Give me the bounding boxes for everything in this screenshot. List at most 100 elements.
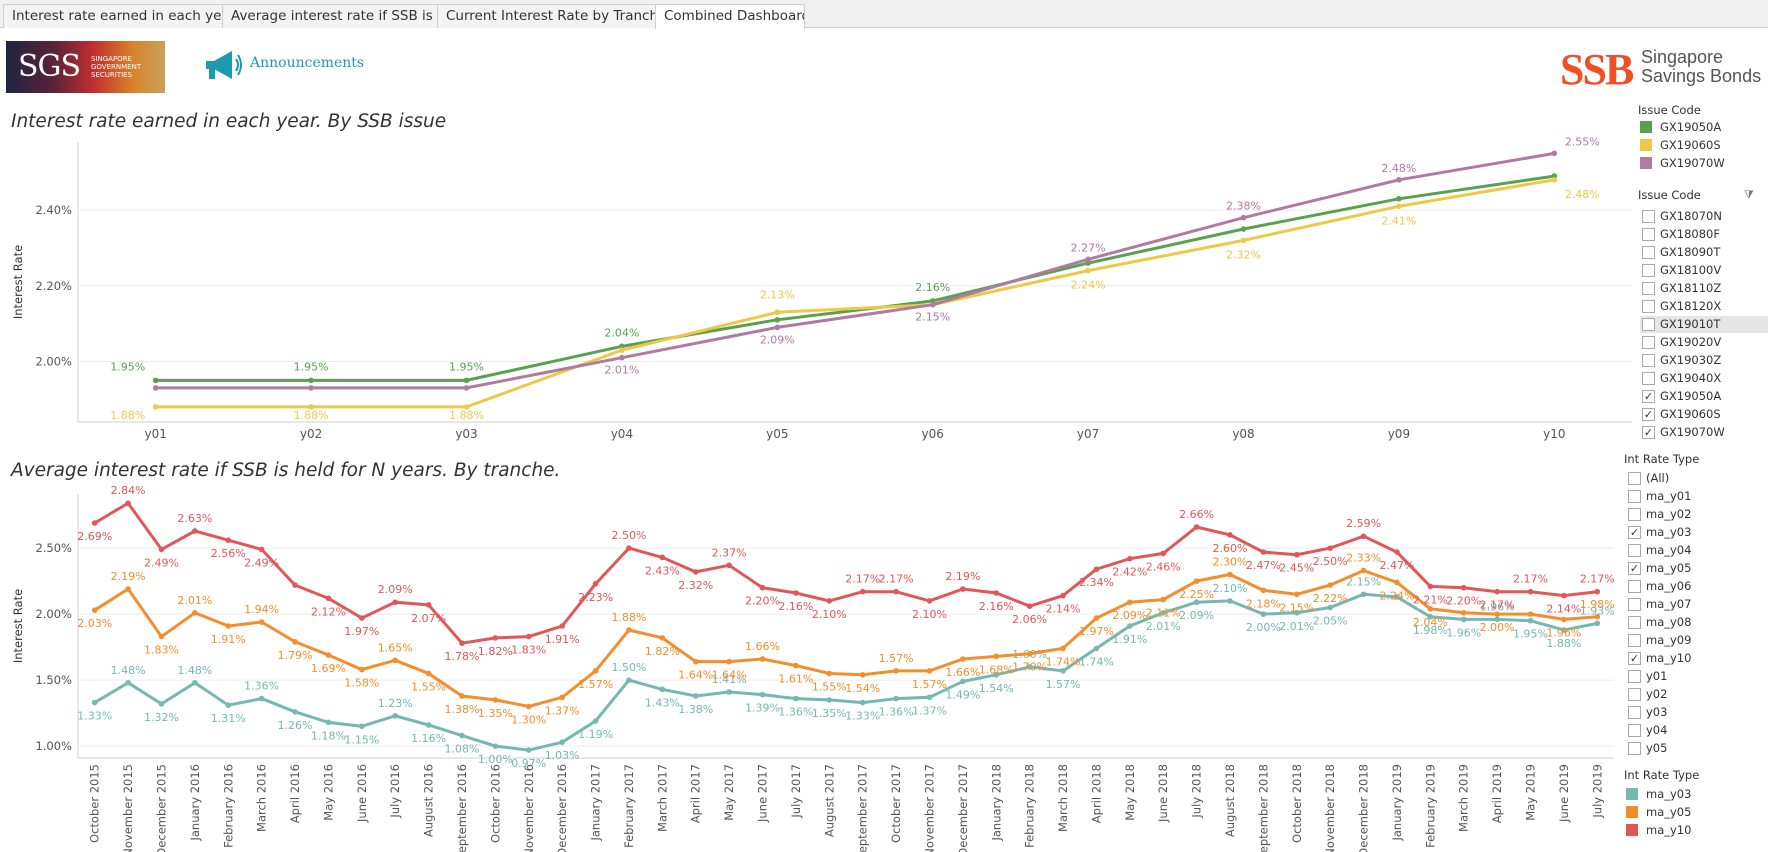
checkbox-checked-icon[interactable]: ✓ bbox=[1642, 390, 1655, 403]
filter-item-y04[interactable]: y04 bbox=[1626, 722, 1768, 739]
legend-item-gx19070w[interactable]: GX19070W bbox=[1640, 155, 1768, 172]
tab-current-interest-rate[interactable]: Current Interest Rate by Tranche bbox=[437, 4, 656, 28]
data-point bbox=[1460, 610, 1467, 616]
chart-average-interest-rate-by-tranche[interactable]: 1.00% 1.50% 2.00% 2.50% Interest Rate October… bbox=[0, 472, 1620, 852]
filter-item-ma-y10[interactable]: ✓ ma_y10 bbox=[1626, 650, 1768, 667]
checkbox-unchecked-icon[interactable] bbox=[1642, 264, 1655, 277]
checkbox-unchecked-icon[interactable] bbox=[1642, 318, 1655, 331]
legend-item-ma-y05[interactable]: ma_y05 bbox=[1626, 804, 1768, 821]
filter-item-y01[interactable]: y01 bbox=[1626, 668, 1768, 685]
filter-item-y02[interactable]: y02 bbox=[1626, 686, 1768, 703]
filter-item-ma-y07[interactable]: ma_y07 bbox=[1626, 596, 1768, 613]
filter-item-ma-y01[interactable]: ma_y01 bbox=[1626, 488, 1768, 505]
filter-item-ma-y09[interactable]: ma_y09 bbox=[1626, 632, 1768, 649]
item-label: ma_y10 bbox=[1646, 651, 1692, 665]
tab-combined-dashboard[interactable]: Combined Dashboard bbox=[655, 4, 805, 29]
checkbox-checked-icon[interactable]: ✓ bbox=[1642, 408, 1655, 421]
checkbox-unchecked-icon[interactable] bbox=[1628, 490, 1641, 503]
filter-item-y05[interactable]: y05 bbox=[1626, 740, 1768, 757]
data-label: 1.96% bbox=[1546, 626, 1581, 639]
filter-item-ma-y05[interactable]: ✓ ma_y05 bbox=[1626, 560, 1768, 577]
filter-item--all[interactable]: (All) bbox=[1626, 470, 1768, 487]
filter-item-gx18070n[interactable]: GX18070N bbox=[1640, 208, 1768, 225]
filter-item-gx19070w[interactable]: ✓ GX19070W bbox=[1640, 424, 1768, 441]
checkbox-unchecked-icon[interactable] bbox=[1642, 210, 1655, 223]
x-tick-label: June 2018 bbox=[1156, 764, 1170, 823]
checkbox-checked-icon[interactable]: ✓ bbox=[1628, 652, 1641, 665]
checkbox-unchecked-icon[interactable] bbox=[1642, 354, 1655, 367]
checkbox-unchecked-icon[interactable] bbox=[1642, 336, 1655, 349]
data-point bbox=[308, 385, 314, 391]
checkbox-unchecked-icon[interactable] bbox=[1628, 634, 1641, 647]
checkbox-unchecked-icon[interactable] bbox=[1642, 372, 1655, 385]
filter-clear-icon[interactable]: ⧩ bbox=[1744, 188, 1754, 201]
filter-item-ma-y08[interactable]: ma_y08 bbox=[1626, 614, 1768, 631]
checkbox-unchecked-icon[interactable] bbox=[1642, 300, 1655, 313]
checkbox-unchecked-icon[interactable] bbox=[1628, 544, 1641, 557]
checkbox-unchecked-icon[interactable] bbox=[1628, 670, 1641, 683]
checkbox-unchecked-icon[interactable] bbox=[1628, 580, 1641, 593]
filter-item-ma-y04[interactable]: ma_y04 bbox=[1626, 542, 1768, 559]
data-label: 1.64% bbox=[678, 669, 713, 682]
filter1-title: Issue Code bbox=[1638, 188, 1701, 202]
item-label: GX18120X bbox=[1660, 299, 1722, 313]
filter-item-ma-y06[interactable]: ma_y06 bbox=[1626, 578, 1768, 595]
filter-item-gx19030z[interactable]: GX19030Z bbox=[1640, 352, 1768, 369]
filter-item-gx18090t[interactable]: GX18090T bbox=[1640, 244, 1768, 261]
checkbox-unchecked-icon[interactable] bbox=[1628, 616, 1641, 629]
checkbox-checked-icon[interactable]: ✓ bbox=[1628, 562, 1641, 575]
sgs-banner-logo[interactable]: SGS SINGAPORE GOVERNMENT SECURITIES bbox=[6, 41, 165, 93]
checkbox-unchecked-icon[interactable] bbox=[1628, 472, 1641, 485]
ssb-logo-subtext: Singapore Savings Bonds bbox=[1641, 48, 1761, 86]
filter-item-gx18110z[interactable]: GX18110Z bbox=[1640, 280, 1768, 297]
checkbox-unchecked-icon[interactable] bbox=[1628, 706, 1641, 719]
tab-average-interest-rate[interactable]: Average interest rate if SSB is ... bbox=[222, 4, 438, 28]
checkbox-unchecked-icon[interactable] bbox=[1642, 228, 1655, 241]
checkbox-unchecked-icon[interactable] bbox=[1628, 742, 1641, 755]
checkbox-unchecked-icon[interactable] bbox=[1628, 688, 1641, 701]
tab-interest-rate-each-year[interactable]: Interest rate earned in each ye... bbox=[3, 4, 223, 28]
data-point bbox=[91, 607, 98, 613]
filter-item-gx18080f[interactable]: GX18080F bbox=[1640, 226, 1768, 243]
filter-item-gx18100v[interactable]: GX18100V bbox=[1640, 262, 1768, 279]
filter-item-y03[interactable]: y03 bbox=[1626, 704, 1768, 721]
data-label: 2.11% bbox=[1146, 607, 1181, 620]
data-label: 1.48% bbox=[177, 664, 212, 677]
data-point bbox=[960, 678, 966, 685]
checkbox-unchecked-icon[interactable] bbox=[1642, 282, 1655, 295]
data-label: 2.10% bbox=[1213, 582, 1248, 595]
data-label: 1.43% bbox=[645, 696, 680, 709]
checkbox-unchecked-icon[interactable] bbox=[1628, 724, 1641, 737]
data-label: 1.91% bbox=[1112, 633, 1147, 646]
data-point bbox=[826, 697, 833, 703]
data-label: 2.23% bbox=[578, 591, 613, 604]
legend-item-gx19050a[interactable]: GX19050A bbox=[1640, 119, 1768, 136]
data-point bbox=[1327, 545, 1333, 551]
y-tick-label: 1.50% bbox=[35, 673, 72, 687]
filter-item-ma-y03[interactable]: ✓ ma_y03 bbox=[1626, 524, 1768, 541]
data-label: 1.57% bbox=[879, 652, 914, 665]
checkbox-unchecked-icon[interactable] bbox=[1628, 508, 1641, 521]
checkbox-unchecked-icon[interactable] bbox=[1642, 246, 1655, 259]
checkbox-checked-icon[interactable]: ✓ bbox=[1642, 426, 1655, 439]
filter-item-gx19040x[interactable]: GX19040X bbox=[1640, 370, 1768, 387]
data-point bbox=[359, 666, 365, 673]
filter-item-gx19060s[interactable]: ✓ GX19060S bbox=[1640, 406, 1768, 423]
filter-item-gx19010t[interactable]: GX19010T bbox=[1640, 316, 1768, 333]
checkbox-checked-icon[interactable]: ✓ bbox=[1628, 526, 1641, 539]
data-label: 2.22% bbox=[1313, 592, 1348, 605]
y-axis-title: Interest Rate bbox=[11, 589, 25, 663]
checkbox-unchecked-icon[interactable] bbox=[1628, 598, 1641, 611]
filter-item-gx19050a[interactable]: ✓ GX19050A bbox=[1640, 388, 1768, 405]
legend-item-gx19060s[interactable]: GX19060S bbox=[1640, 137, 1768, 154]
data-point bbox=[926, 668, 933, 674]
legend-item-ma-y03[interactable]: ma_y03 bbox=[1626, 786, 1768, 803]
data-label: 1.91% bbox=[545, 633, 580, 646]
filter-item-ma-y02[interactable]: ma_y02 bbox=[1626, 506, 1768, 523]
filter-item-gx18120x[interactable]: GX18120X bbox=[1640, 298, 1768, 315]
data-label: 1.55% bbox=[411, 681, 446, 694]
filter-item-gx19020v[interactable]: GX19020V bbox=[1640, 334, 1768, 351]
data-point bbox=[225, 537, 232, 543]
chart-interest-rate-by-issue[interactable]: 2.00% 2.20% 2.40% Interest Rate y01 y02 y03 y04… bbox=[0, 130, 1638, 450]
legend-item-ma-y10[interactable]: ma_y10 bbox=[1626, 822, 1768, 839]
